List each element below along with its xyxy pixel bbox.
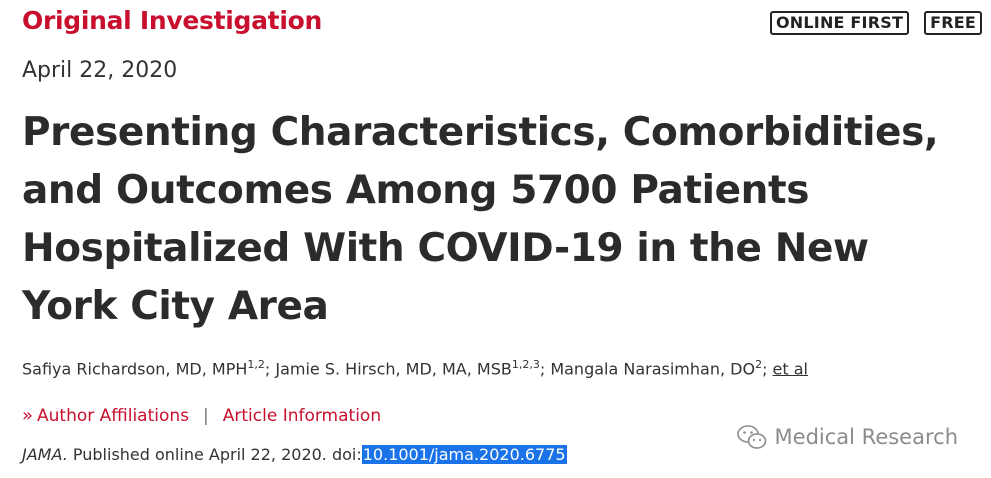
article-title: Presenting Characteristics, Comorbiditie… — [22, 110, 939, 329]
author-separator: ; — [539, 359, 551, 379]
badge-group: ONLINE FIRST FREE — [770, 11, 982, 35]
publication-date: April 22, 2020 — [22, 58, 178, 83]
chevron-right-icon: » — [22, 405, 34, 426]
author-name: Safiya Richardson, MD, MPH — [22, 359, 248, 379]
free-badge: FREE — [924, 11, 982, 35]
et-al-link[interactable]: et al — [772, 359, 808, 379]
author-separator: ; — [762, 359, 773, 379]
author-list: Safiya Richardson, MD, MPH1,2; Jamie S. … — [22, 358, 808, 378]
author-affiliations-link[interactable]: Author Affiliations — [37, 405, 190, 426]
author-affiliation-number: 1,2,3 — [511, 358, 540, 371]
watermark: Medical Research — [736, 424, 958, 450]
author-affiliation-number: 2 — [755, 358, 763, 371]
author-name: Mangala Narasimhan, DO — [550, 359, 756, 379]
article-type-label: Original Investigation — [22, 6, 322, 35]
link-separator: | — [203, 405, 209, 426]
doi-link[interactable]: 10.1001/jama.2020.6775 — [361, 445, 567, 464]
journal-name: JAMA. — [22, 445, 68, 464]
wechat-icon — [736, 425, 766, 449]
online-first-badge: ONLINE FIRST — [770, 11, 910, 35]
article-meta-links: » Author Affiliations | Article Informat… — [22, 405, 381, 426]
author-affiliation-number: 1,2 — [247, 358, 265, 371]
citation-line: JAMA. Published online April 22, 2020. d… — [22, 445, 567, 464]
citation-published: Published online April 22, 2020. doi: — [67, 445, 362, 464]
author-name: Jamie S. Hirsch, MD, MA, MSB — [275, 359, 512, 379]
watermark-text: Medical Research — [774, 425, 958, 449]
author-separator: ; — [264, 359, 276, 379]
article-information-link[interactable]: Article Information — [222, 405, 382, 426]
